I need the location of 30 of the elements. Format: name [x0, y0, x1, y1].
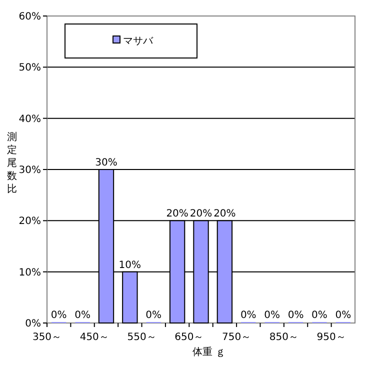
x-tick-label: 950～: [316, 332, 346, 343]
y-tick-label: 50%: [18, 62, 41, 74]
x-tick-label: 350～: [32, 332, 62, 343]
data-label: 20%: [214, 208, 236, 220]
data-label: 0%: [240, 310, 256, 321]
data-label: 10%: [118, 260, 142, 271]
y-tick-label: 0%: [25, 318, 41, 330]
y-tick-label: 20%: [18, 216, 41, 228]
x-tick-label: 450～: [80, 332, 109, 343]
x-tick-label: 850～: [269, 332, 298, 343]
data-label: 0%: [335, 310, 352, 321]
y-tick-label: 40%: [18, 114, 41, 125]
x-axis-title: 体重 ｇ: [192, 346, 226, 358]
data-label: 0%: [264, 310, 280, 321]
y-tick-label: 60%: [18, 12, 41, 22]
data-label: 0%: [146, 310, 162, 321]
y-tick-label: 10%: [18, 267, 41, 278]
x-tick-label: 750～: [222, 332, 252, 343]
data-label: 30%: [95, 158, 118, 168]
x-tick-label: 650～: [174, 332, 204, 343]
y-tick-label: 30%: [18, 165, 41, 176]
x-tick-label: 550～: [127, 332, 156, 343]
data-label: 0%: [288, 310, 304, 321]
data-label: 0%: [50, 310, 67, 321]
data-label: 0%: [74, 310, 90, 321]
data-label: 0%: [312, 310, 328, 321]
data-label: 20%: [190, 208, 212, 220]
legend-label: マサバ: [123, 36, 154, 47]
data-label: 20%: [166, 208, 188, 220]
y-axis-title: 測定尾数比: [7, 131, 17, 195]
